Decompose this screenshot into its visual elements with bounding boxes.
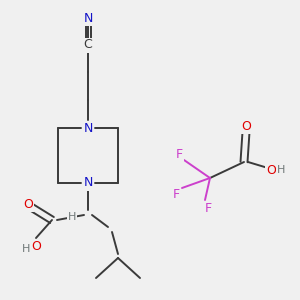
Text: O: O — [266, 164, 276, 176]
Text: N: N — [83, 11, 93, 25]
Text: H: H — [68, 212, 76, 222]
Text: O: O — [23, 197, 33, 211]
Text: O: O — [31, 241, 41, 254]
Text: F: F — [204, 202, 211, 214]
Text: N: N — [83, 176, 93, 190]
Text: F: F — [176, 148, 183, 161]
Text: C: C — [84, 38, 92, 52]
Text: H: H — [22, 244, 30, 254]
Text: O: O — [241, 119, 251, 133]
Text: N: N — [83, 122, 93, 134]
Text: H: H — [277, 165, 285, 175]
Text: F: F — [172, 188, 180, 200]
